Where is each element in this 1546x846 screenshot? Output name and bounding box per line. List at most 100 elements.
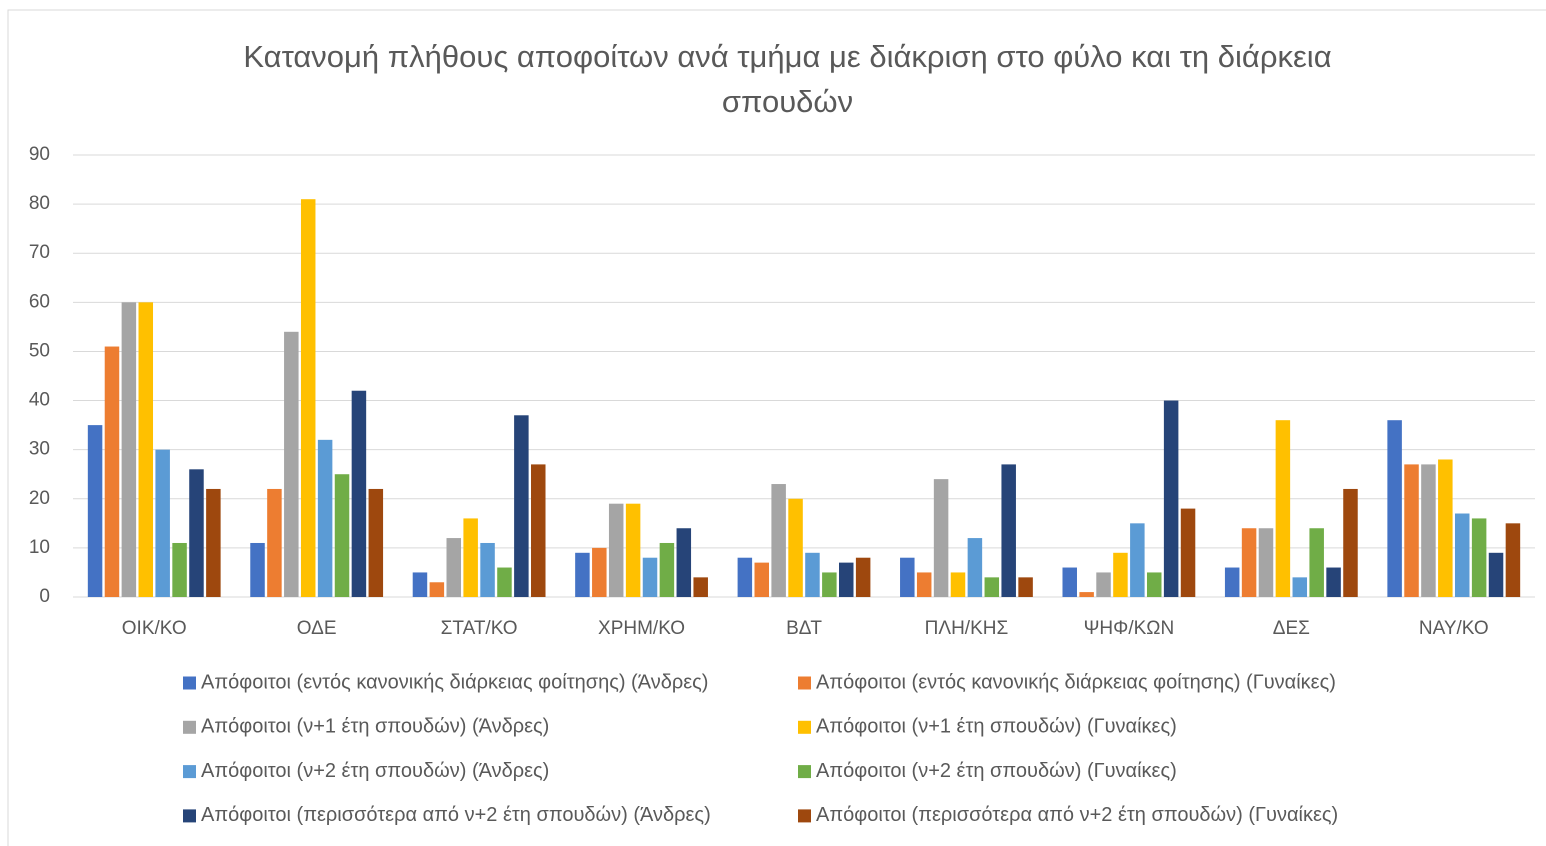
- legend-label: Απόφοιτοι (ν+1 έτη σπουδών) (Άνδρες): [201, 716, 549, 738]
- bar: [334, 474, 350, 597]
- bar: [351, 390, 367, 597]
- bar: [104, 346, 120, 597]
- bar: [1163, 400, 1179, 597]
- chart-title: Κατανομή πλήθους αποφοίτων ανά τμήμα με …: [243, 39, 1332, 119]
- bar: [87, 425, 103, 597]
- bar: [676, 528, 692, 597]
- bar: [514, 415, 529, 597]
- bar: [771, 484, 786, 597]
- bar: [608, 503, 624, 597]
- bar: [950, 572, 966, 597]
- y-tick-label: 0: [39, 586, 50, 607]
- legend-swatch: [183, 676, 196, 690]
- bar: [446, 538, 462, 597]
- x-tick-label: ΠΛΗ/ΚΗΣ: [925, 618, 1009, 639]
- bar: [1421, 464, 1436, 597]
- bar: [1454, 513, 1470, 597]
- bar: [429, 582, 445, 597]
- bar: [267, 488, 282, 597]
- x-tick-label: ΟΔΕ: [297, 618, 337, 639]
- bar: [1275, 420, 1291, 597]
- bar: [855, 557, 871, 597]
- bar: [1292, 577, 1308, 597]
- x-tick-label: ΝΑΥ/ΚΟ: [1419, 618, 1489, 639]
- chart-border: [7, 9, 1546, 846]
- x-tick-label: ΣΤΑΤ/ΚΟ: [441, 618, 518, 639]
- y-tick-label: 90: [29, 144, 50, 165]
- bar: [284, 331, 299, 597]
- y-tick-label: 10: [29, 537, 50, 558]
- legend-label: Απόφοιτοι (εντός κανονικής διάρκειας φοί…: [816, 671, 1336, 693]
- bar: [805, 552, 820, 597]
- x-tick-label: ΒΔΤ: [786, 618, 822, 639]
- x-tick-label: ΧΡΗΜ/ΚΟ: [598, 618, 685, 639]
- bar: [625, 503, 641, 597]
- bar: [1387, 420, 1402, 597]
- bar: [1471, 518, 1487, 597]
- bar: [839, 562, 854, 597]
- bar: [172, 542, 187, 597]
- bar: [1258, 528, 1274, 597]
- legend-swatch: [183, 765, 196, 779]
- legend-label: Απόφοιτοι (ν+2 έτη σπουδών) (Γυναίκες): [816, 760, 1177, 782]
- bar: [737, 557, 753, 597]
- bar: [916, 572, 932, 597]
- bar: [1079, 592, 1094, 597]
- y-tick-label: 30: [29, 439, 50, 460]
- legend-label: Απόφοιτοι (ν+1 έτη σπουδών) (Γυναίκες): [816, 716, 1177, 738]
- bar: [368, 488, 384, 597]
- y-tick-label: 80: [29, 193, 50, 214]
- bar: [138, 302, 154, 597]
- bar: [1326, 567, 1341, 597]
- bar: [480, 542, 495, 597]
- bar: [1438, 459, 1453, 597]
- bar: [1404, 464, 1419, 597]
- bar: [1343, 488, 1358, 597]
- bar: [189, 469, 204, 597]
- bar: [659, 542, 675, 597]
- y-tick-label: 50: [29, 340, 50, 361]
- bar: [1241, 528, 1257, 597]
- bar: [300, 199, 316, 597]
- legend-swatch: [798, 676, 811, 690]
- y-tick-label: 70: [29, 242, 50, 263]
- bar: [463, 518, 478, 597]
- bar: [642, 557, 658, 597]
- legend-swatch: [183, 720, 196, 734]
- legend-swatch: [798, 720, 811, 734]
- bar: [1146, 572, 1162, 597]
- bar: [1180, 508, 1196, 597]
- bar: [754, 562, 769, 597]
- bar: [1488, 552, 1504, 597]
- bar: [984, 577, 1000, 597]
- bar: [693, 577, 708, 597]
- y-tick-label: 20: [29, 488, 50, 509]
- y-tick-label: 40: [29, 390, 50, 411]
- bar: [531, 464, 546, 597]
- bar: [497, 567, 512, 597]
- y-tick-label: 60: [29, 291, 50, 312]
- bar: [967, 538, 983, 597]
- bar: [155, 449, 170, 597]
- bar: [900, 557, 915, 597]
- bar: [206, 488, 221, 597]
- bar: [1505, 523, 1521, 597]
- bar: [250, 542, 265, 597]
- legend-swatch: [183, 809, 196, 823]
- legend-label: Απόφοιτοι (εντός κανονικής διάρκειας φοί…: [201, 671, 708, 693]
- x-tick-label: ΨΗΦ/ΚΩΝ: [1084, 618, 1175, 639]
- bar: [788, 498, 803, 597]
- legend-label: Απόφοιτοι (περισσότερα από ν+2 έτη σπουδ…: [201, 804, 711, 826]
- x-tick-label: ΔΕΣ: [1273, 618, 1310, 639]
- bar: [121, 302, 137, 597]
- bar: [1096, 572, 1111, 597]
- bar: [1113, 552, 1128, 597]
- legend-label: Απόφοιτοι (περισσότερα από ν+2 έτη σπουδ…: [816, 804, 1338, 826]
- x-tick-label: ΟΙΚ/ΚΟ: [122, 618, 187, 639]
- bar: [592, 547, 607, 597]
- bar: [1062, 567, 1077, 597]
- bar: [933, 479, 949, 597]
- legend-swatch: [798, 765, 811, 779]
- bar: [822, 572, 837, 597]
